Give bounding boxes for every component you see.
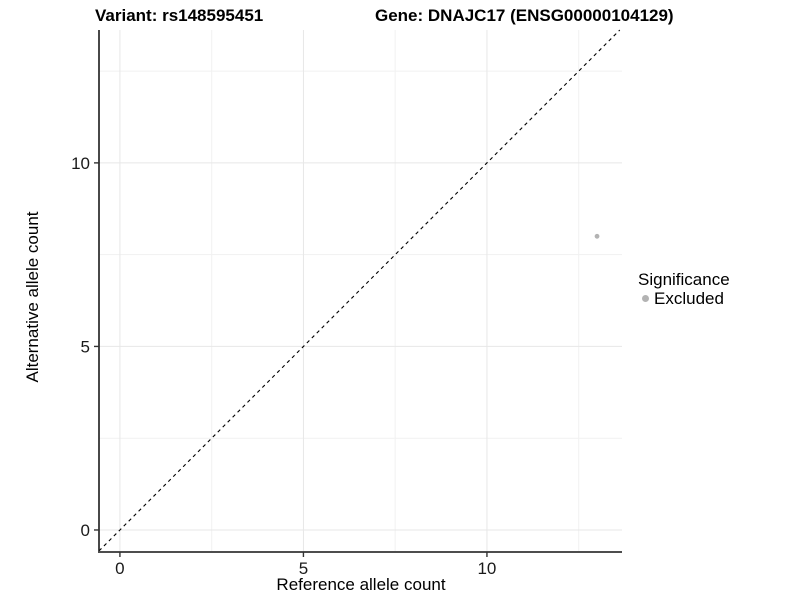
x-axis-label: Reference allele count (276, 575, 446, 594)
plot-title-variant: Variant: rs148595451 (95, 6, 264, 25)
legend-item-excluded: Excluded (638, 289, 730, 308)
legend-item-label: Excluded (654, 289, 724, 308)
y-tick-label: 0 (81, 521, 90, 540)
y-axis-label: Alternative allele count (23, 211, 42, 383)
x-tick-label: 10 (477, 559, 496, 578)
x-tick-label: 5 (299, 559, 308, 578)
y-tick-label: 10 (71, 154, 90, 173)
x-tick-label: 0 (115, 559, 124, 578)
data-point (594, 233, 600, 239)
legend: Significance Excluded (638, 270, 730, 308)
y-tick-label: 5 (81, 337, 90, 356)
identity-line (98, 29, 621, 552)
legend-title: Significance (638, 270, 730, 289)
legend-point-icon (642, 295, 649, 302)
plot-title-gene: Gene: DNAJC17 (ENSG00000104129) (375, 6, 674, 25)
